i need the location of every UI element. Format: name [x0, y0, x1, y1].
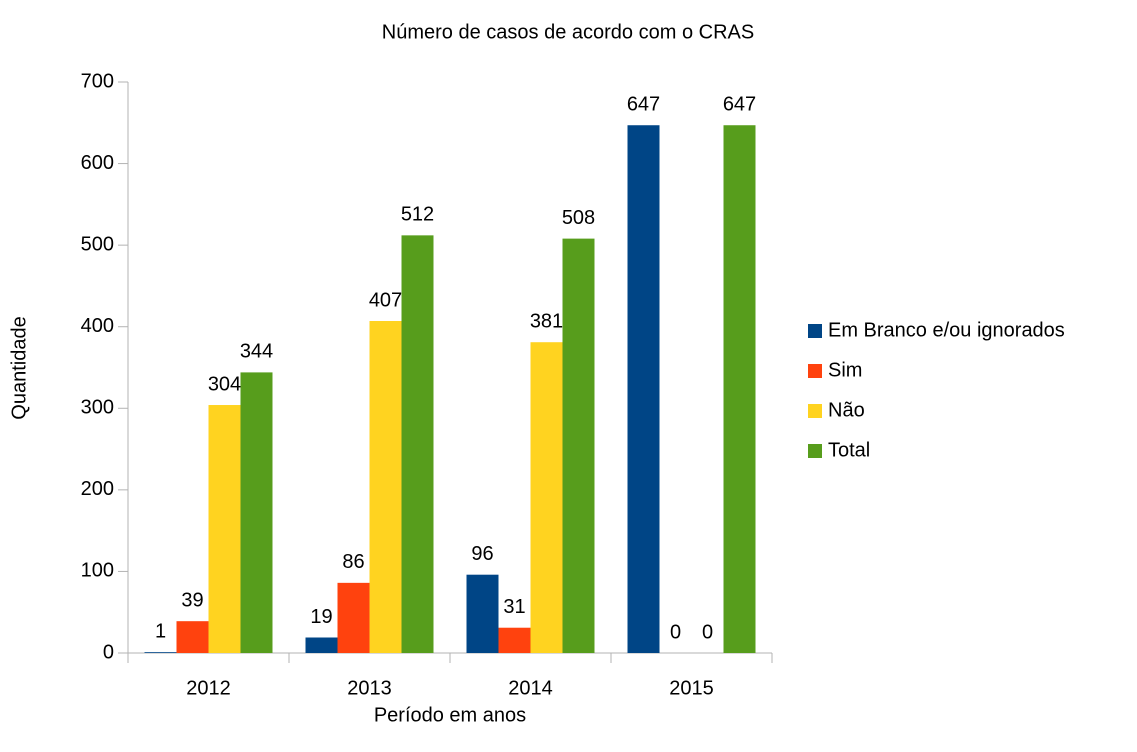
- data-label: 381: [530, 310, 563, 332]
- legend-swatch: [808, 404, 822, 418]
- data-label: 0: [670, 621, 681, 643]
- data-label: 344: [240, 341, 273, 363]
- data-label: 96: [471, 543, 493, 565]
- bar: [562, 238, 595, 654]
- bar: [466, 574, 499, 653]
- data-label: 304: [208, 373, 241, 395]
- y-tick-label: 600: [81, 152, 114, 174]
- bar: [208, 405, 241, 653]
- y-tick-label: 200: [81, 478, 114, 500]
- legend-swatch: [808, 364, 822, 378]
- data-label: 86: [342, 551, 364, 573]
- data-label: 407: [369, 289, 402, 311]
- data-label: 508: [562, 207, 595, 229]
- x-tick-label: 2013: [347, 677, 392, 699]
- legend-swatch: [808, 444, 822, 458]
- bar: [144, 652, 177, 653]
- bar: [240, 372, 273, 653]
- bar: [369, 321, 402, 653]
- data-label: 1: [155, 620, 166, 642]
- bar: [498, 627, 531, 653]
- bar: [176, 621, 209, 653]
- bar: [723, 125, 756, 654]
- bar: [401, 235, 434, 653]
- data-label: 647: [627, 94, 660, 116]
- data-label: 0: [702, 621, 713, 643]
- legend-label: Total: [828, 439, 870, 461]
- data-label: 19: [310, 606, 332, 628]
- bar: [530, 342, 563, 653]
- x-tick-label: 2012: [186, 677, 231, 699]
- x-tick-label: 2015: [669, 677, 714, 699]
- y-tick-label: 400: [81, 315, 114, 337]
- legend-label: Em Branco e/ou ignorados: [828, 319, 1065, 341]
- y-axis-label: Quantidade: [8, 316, 30, 419]
- data-label: 31: [503, 596, 525, 618]
- bar: [627, 125, 660, 654]
- y-tick-label: 700: [81, 70, 114, 92]
- legend-label: Não: [828, 399, 865, 421]
- chart-title: Número de casos de acordo com o CRAS: [382, 21, 754, 43]
- y-tick-label: 0: [103, 641, 114, 663]
- x-tick-label: 2014: [508, 677, 553, 699]
- legend-swatch: [808, 324, 822, 338]
- x-axis-label: Período em anos: [374, 704, 526, 726]
- y-tick-label: 100: [81, 560, 114, 582]
- bar: [337, 582, 370, 653]
- data-label: 39: [181, 589, 203, 611]
- legend-label: Sim: [828, 359, 862, 381]
- data-label: 512: [401, 204, 434, 226]
- y-tick-label: 300: [81, 397, 114, 419]
- data-label: 647: [723, 94, 756, 116]
- bar: [305, 637, 338, 653]
- y-tick-label: 500: [81, 233, 114, 255]
